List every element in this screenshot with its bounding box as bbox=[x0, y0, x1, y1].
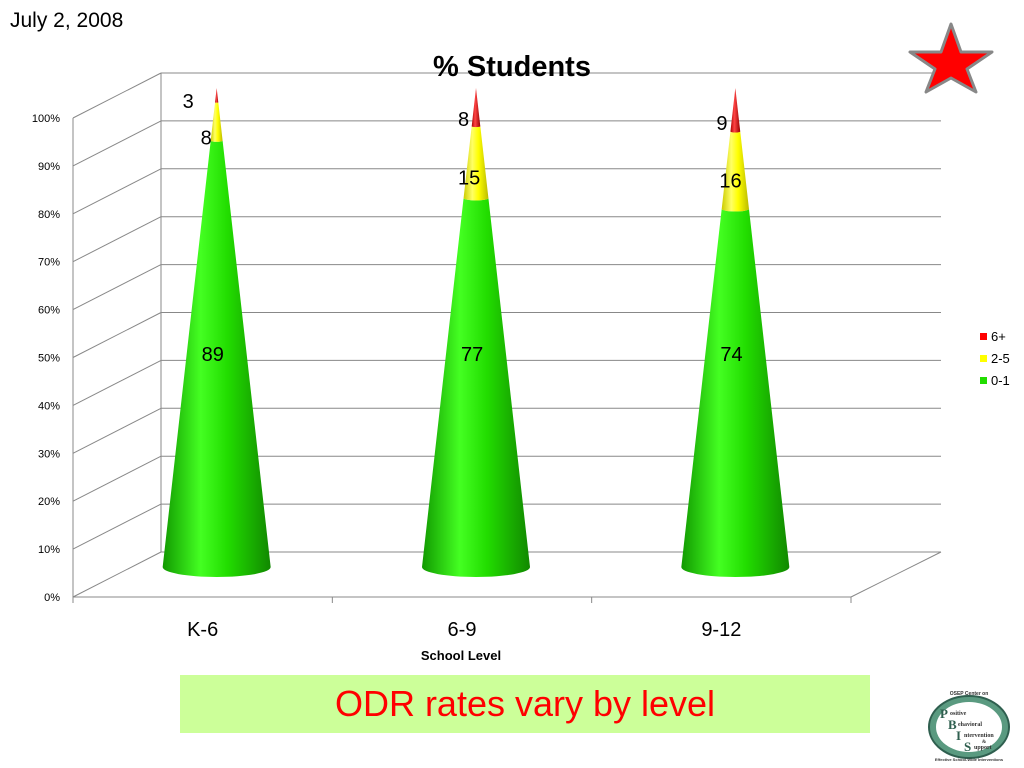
cone-segment-2-5 bbox=[210, 102, 223, 142]
grid-line-side bbox=[72, 455, 162, 502]
data-label: 74 bbox=[720, 344, 742, 366]
cone-segment-0-1 bbox=[681, 208, 790, 577]
svg-text:&: & bbox=[982, 740, 986, 745]
grid-line-side bbox=[72, 407, 162, 454]
svg-text:upport: upport bbox=[974, 745, 992, 751]
cone-6-9 bbox=[422, 88, 530, 577]
cone-segment-6+ bbox=[471, 88, 481, 128]
cone-9-12 bbox=[681, 88, 790, 577]
legend-item: 6+ bbox=[980, 325, 1010, 347]
data-label: 8 bbox=[458, 109, 469, 131]
floor-right-edge bbox=[850, 551, 942, 598]
star-icon bbox=[908, 22, 994, 94]
y-tick-label: 20% bbox=[38, 496, 60, 508]
x-tick-label: 6-9 bbox=[448, 619, 477, 641]
legend-label: 2-5 bbox=[991, 350, 1010, 366]
y-tick-label: 30% bbox=[38, 448, 60, 460]
grid-line-side bbox=[72, 359, 162, 406]
data-label: 77 bbox=[461, 344, 483, 366]
cone-segment-6+ bbox=[215, 88, 219, 103]
legend-label: 6+ bbox=[991, 328, 1006, 344]
grid-line-side bbox=[72, 216, 162, 263]
grid-line-side bbox=[72, 312, 162, 358]
x-axis: K-6 6-9 9-12 bbox=[72, 597, 852, 641]
legend: 6+ 2-5 0-1 bbox=[980, 325, 1010, 391]
legend-swatch bbox=[980, 376, 987, 384]
y-tick-label: 40% bbox=[38, 400, 60, 412]
legend-item: 0-1 bbox=[980, 369, 1010, 391]
svg-text:P: P bbox=[940, 706, 948, 721]
y-tick-label: 10% bbox=[38, 544, 60, 556]
legend-item: 2-5 bbox=[980, 347, 1010, 369]
cone-chart: 0% 10% 20% 30% 40% 50% 60% 70% 80% 90% 100% K-6 6-9… bbox=[32, 51, 942, 663]
cones-group bbox=[162, 88, 790, 577]
y-tick-label: 80% bbox=[38, 209, 60, 221]
y-tick-label: 100% bbox=[32, 113, 60, 125]
date-label: July 2, 2008 bbox=[10, 9, 124, 32]
svg-text:S: S bbox=[964, 739, 971, 754]
svg-text:B: B bbox=[948, 717, 957, 732]
plot-walls bbox=[72, 72, 942, 598]
cone-K-6 bbox=[162, 88, 271, 577]
data-label: 9 bbox=[716, 113, 727, 135]
svg-text:ositive: ositive bbox=[950, 711, 967, 717]
data-label: 3 bbox=[183, 91, 194, 113]
x-axis-title: School Level bbox=[421, 648, 501, 663]
x-tick-label: K-6 bbox=[187, 619, 218, 641]
legend-swatch bbox=[980, 354, 987, 362]
data-label: 8 bbox=[201, 127, 212, 149]
legend-swatch bbox=[980, 332, 987, 340]
data-label: 16 bbox=[719, 171, 741, 193]
y-axis-ticks: 0% 10% 20% 30% 40% 50% 60% 70% 80% 90% 100% bbox=[32, 113, 60, 604]
cone-segment-2-5 bbox=[463, 126, 489, 201]
grid-line-side bbox=[72, 72, 162, 119]
svg-text:ntervention: ntervention bbox=[964, 733, 994, 739]
cone-segment-0-1 bbox=[422, 198, 530, 577]
data-label: 15 bbox=[458, 167, 480, 189]
cone-segment-6+ bbox=[730, 88, 741, 133]
grid-line-side bbox=[72, 120, 162, 167]
svg-text:OSEP Center on: OSEP Center on bbox=[950, 691, 989, 697]
pbis-logo: OSEP Center on P B I S ositive ehavioral… bbox=[928, 691, 1010, 762]
svg-text:Effective School-Wide Interven: Effective School-Wide Interventions bbox=[935, 757, 1004, 762]
y-tick-label: 90% bbox=[38, 161, 60, 173]
y-tick-label: 0% bbox=[44, 592, 60, 604]
caption-banner: ODR rates vary by level bbox=[180, 675, 870, 733]
grid-line-side bbox=[72, 503, 162, 550]
caption-text: ODR rates vary by level bbox=[334, 683, 716, 724]
y-tick-label: 70% bbox=[38, 257, 60, 269]
grid-line-side bbox=[72, 168, 162, 215]
grid-line-side bbox=[72, 551, 162, 598]
grid-line-side bbox=[72, 264, 162, 311]
legend-label: 0-1 bbox=[991, 372, 1010, 388]
cone-segment-0-1 bbox=[162, 140, 271, 577]
x-tick-label: 9-12 bbox=[701, 619, 741, 641]
cone-segment-2-5 bbox=[721, 131, 749, 212]
svg-text:ehavioral: ehavioral bbox=[958, 722, 982, 728]
svg-text:I: I bbox=[956, 728, 961, 743]
data-label: 89 bbox=[202, 344, 224, 366]
y-tick-label: 50% bbox=[38, 353, 60, 365]
y-tick-label: 60% bbox=[38, 305, 60, 317]
chart-title: % Students bbox=[433, 51, 591, 83]
